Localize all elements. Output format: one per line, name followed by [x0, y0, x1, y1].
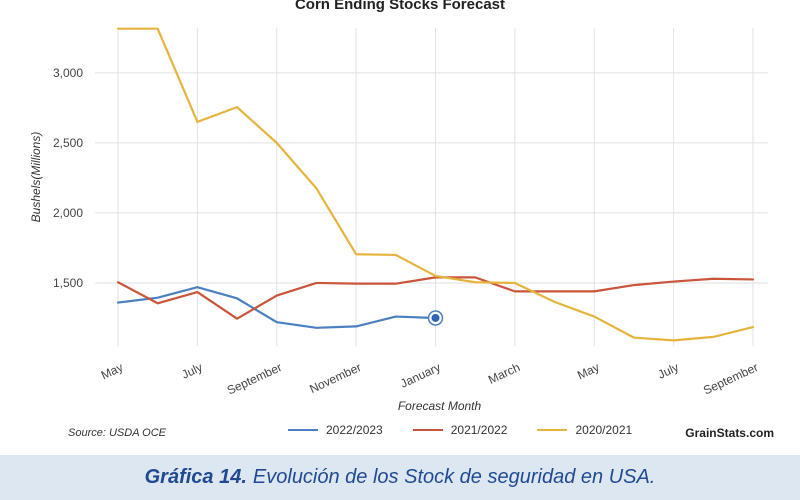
figure-caption: Gráfica 14. Evolución de los Stock de se…	[0, 455, 800, 500]
x-tick-label: March	[486, 360, 522, 387]
y-tick-label: 2,500	[53, 136, 83, 150]
x-tick-label: May	[99, 360, 125, 382]
legend-item: 2022/2023	[288, 423, 383, 437]
legend-swatch	[412, 429, 443, 431]
last-point-marker	[431, 313, 440, 322]
x-tick-label: September	[701, 360, 760, 397]
y-tick-label: 1,500	[53, 276, 83, 290]
series-line-2021-2022	[116, 276, 755, 320]
legend-item: 2021/2022	[412, 423, 508, 437]
x-axis-title: Forecast Month	[398, 399, 482, 413]
legend-label: 2020/2021	[575, 423, 633, 437]
x-tick-label: May	[575, 360, 601, 382]
chart-legend: 2022/2023 2021/2022 2020/2021	[288, 423, 632, 437]
chart-title: Corn Ending Stocks Forecast	[294, 0, 506, 13]
legend-label: 2021/2022	[450, 423, 508, 437]
source-note: Source: USDA OCE	[68, 427, 167, 439]
series-line-2022-2023	[116, 286, 437, 329]
caption-label: Gráfica 14.	[144, 466, 247, 488]
legend-swatch	[537, 429, 568, 431]
x-tick-label: September	[225, 360, 284, 397]
x-tick-label: July	[179, 360, 204, 382]
y-tick-label: 3,000	[53, 66, 83, 80]
legend-label: 2022/2023	[326, 423, 383, 437]
legend-item: 2020/2021	[537, 423, 632, 437]
x-tick-label: November	[307, 360, 363, 396]
x-tick-label: July	[656, 360, 681, 382]
chart-card: Corn Ending Stocks Forecast 1,500 2,000 2,…	[0, 0, 800, 455]
caption-text: Evolución de los Stock de seguridad en U…	[252, 466, 656, 488]
series-line-2020-2021	[116, 27, 755, 342]
line-chart: 1,500 2,000 2,500 3,000 May July September Nove…	[29, 27, 768, 413]
legend-swatch	[288, 429, 318, 431]
x-tick-label: January	[398, 360, 443, 391]
brand-label: GrainStats.com	[685, 426, 774, 440]
y-axis-title: Bushels(Millions)	[29, 132, 43, 223]
y-tick-label: 2,000	[53, 206, 83, 220]
